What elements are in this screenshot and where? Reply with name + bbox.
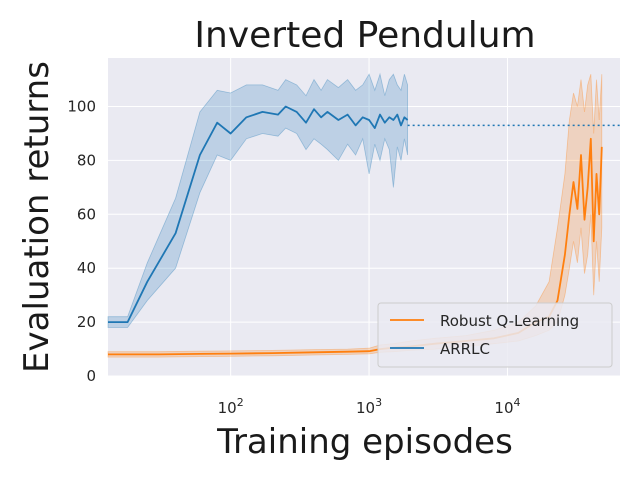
line-arrlc: [108, 105, 409, 324]
legend-label-arrlc: ARRLC: [440, 340, 490, 358]
y-tick-label: 80: [77, 151, 96, 169]
x-ticks: 102 103 104: [218, 396, 521, 417]
x-tick-label: 104: [494, 396, 520, 417]
x-axis-label: Training episodes: [216, 422, 513, 462]
y-tick-label: 20: [77, 313, 96, 331]
x-tick-label: 103: [356, 396, 382, 417]
x-tick-label: 102: [218, 396, 244, 417]
y-ticks: 0 20 40 60 80 100: [67, 98, 96, 385]
y-tick-label: 40: [77, 259, 96, 277]
chart-title: Inverted Pendulum: [194, 15, 535, 56]
legend: Robust Q-Learning ARRLC: [377, 302, 613, 368]
band-arrlc: [107, 72, 409, 328]
legend-label-robust-q-learning: Robust Q-Learning: [440, 312, 579, 330]
grid: [108, 58, 620, 377]
y-tick-label: 100: [67, 98, 96, 116]
y-tick-label: 0: [86, 367, 96, 385]
legend-box: [377, 302, 613, 368]
y-tick-label: 60: [77, 205, 96, 223]
y-axis-label: Evaluation returns: [17, 61, 57, 373]
